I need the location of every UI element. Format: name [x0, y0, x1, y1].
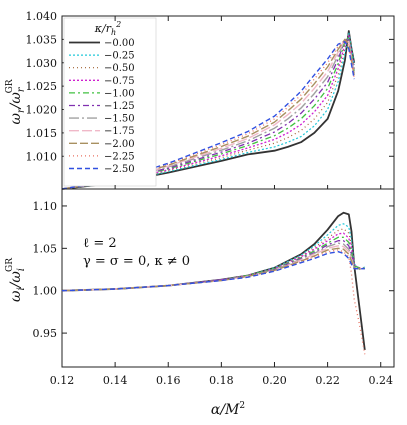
top-panel: 1.010 1.015 1.020 1.025 1.030 1.035 1.040 κ/rh…: [5, 10, 395, 190]
legend-entry-label: −1.75: [104, 126, 135, 137]
bottom-y-axis-label: ωi/ωiGR: [5, 258, 27, 302]
xtick-label: 0.12: [50, 374, 75, 387]
legend-box: [63, 17, 157, 187]
top-ytick-label: 1.030: [26, 57, 58, 70]
top-series-line: [61, 41, 355, 190]
bottom-ytick-label: 1.10: [33, 200, 58, 213]
top-series-line: [61, 38, 355, 190]
legend: κ/rh2 −0.00 −0.25−0.50 −0.75−1.00 −1.25 −1.5…: [63, 17, 157, 187]
top-y-axis-label: ωr/ωrGR: [5, 79, 27, 124]
legend-entries: −0.00 −0.25−0.50 −0.75−1.00 −1.25 −1.50−1.75…: [69, 38, 135, 175]
top-ytick-label: 1.020: [26, 104, 58, 117]
top-series-lines: [61, 30, 356, 190]
annotation-params: γ = σ = 0, κ ≠ 0: [83, 254, 190, 269]
bottom-series-line: [61, 247, 365, 292]
legend-entry-label: −1.00: [104, 88, 135, 99]
top-series-line: [61, 36, 355, 190]
legend-entry-label: −1.50: [104, 114, 135, 125]
bottom-x-ticks: 0.12 0.14 0.16 0.18 0.20 0.22 0.24: [50, 16, 393, 387]
legend-entry-label: −0.75: [104, 76, 135, 87]
xtick-label: 0.24: [368, 374, 393, 387]
legend-title: κ/rh2: [94, 20, 121, 37]
top-ytick-label: 1.035: [26, 33, 58, 46]
legend-entry-label: −0.50: [104, 63, 135, 74]
xtick-label: 0.16: [156, 374, 181, 387]
top-ytick-label: 1.010: [26, 150, 58, 163]
bottom-ytick-label: 1.05: [33, 242, 58, 255]
bottom-panel: 0.95 1.00 1.05 1.10 0.12 0.14 0.16 0.18 0.20 0.2…: [5, 16, 395, 418]
bottom-y-ticks: 0.95 1.00 1.05 1.10: [33, 200, 394, 340]
legend-entry-label: −2.50: [104, 164, 135, 175]
x-axis-label: α/M2: [211, 401, 245, 418]
top-series-line: [61, 38, 355, 190]
bottom-ytick-label: 0.95: [33, 327, 58, 340]
top-series-line: [61, 37, 355, 190]
xtick-label: 0.22: [315, 374, 340, 387]
top-ytick-label: 1.025: [26, 80, 58, 93]
legend-entry-label: −0.25: [104, 51, 135, 62]
top-y-ticks: 1.010 1.015 1.020 1.025 1.030 1.035 1.040: [26, 10, 394, 163]
top-series-line: [61, 38, 355, 190]
legend-entry-label: −2.25: [104, 151, 135, 162]
bottom-ytick-label: 1.00: [33, 285, 58, 298]
xtick-label: 0.14: [103, 374, 128, 387]
bottom-series-lines: [61, 211, 366, 355]
top-ytick-label: 1.015: [26, 127, 58, 140]
top-series-line: [61, 39, 355, 190]
top-ytick-label: 1.040: [26, 10, 58, 23]
bottom-plot-frame: [61, 188, 395, 368]
legend-entry-label: −1.25: [104, 101, 135, 112]
xtick-label: 0.20: [262, 374, 287, 387]
legend-entry-label: −2.00: [104, 139, 135, 150]
xtick-label: 0.18: [209, 374, 234, 387]
legend-entry-label: −0.00: [104, 38, 135, 49]
annotation-ell: ℓ = 2: [83, 236, 117, 251]
